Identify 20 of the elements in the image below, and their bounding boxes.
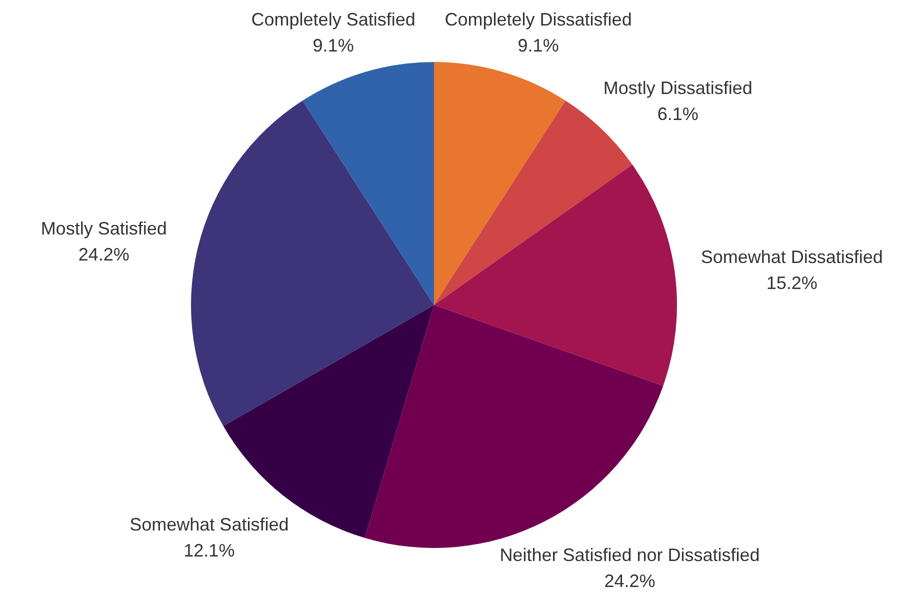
data-label: 15.2% bbox=[766, 273, 818, 294]
slice-label: Completely Satisfied bbox=[251, 10, 416, 30]
data-label: 12.1% bbox=[184, 540, 235, 561]
slice-label: Somewhat Dissatisfied bbox=[700, 247, 883, 268]
pie-slice bbox=[434, 100, 632, 305]
pie-slice bbox=[434, 164, 677, 386]
data-label: 24.2% bbox=[604, 570, 656, 591]
data-label: 9.1% bbox=[518, 36, 559, 56]
pie-slice bbox=[364, 305, 664, 548]
data-label: 24.2% bbox=[78, 244, 130, 265]
slice-label: Neither Satisfied nor Dissatisfied bbox=[500, 544, 760, 565]
slice-label: Completely Dissatisfied bbox=[444, 10, 632, 30]
slice-label: Somewhat Satisfied bbox=[130, 514, 289, 535]
data-label: 6.1% bbox=[657, 104, 698, 124]
slice-label: Mostly Satisfied bbox=[40, 218, 167, 239]
pie-slice bbox=[434, 62, 566, 305]
pie-slice bbox=[191, 100, 434, 426]
data-label: 9.1% bbox=[312, 36, 354, 56]
pie-slice bbox=[302, 62, 434, 305]
slice-label: Mostly Dissatisfied bbox=[603, 78, 752, 98]
